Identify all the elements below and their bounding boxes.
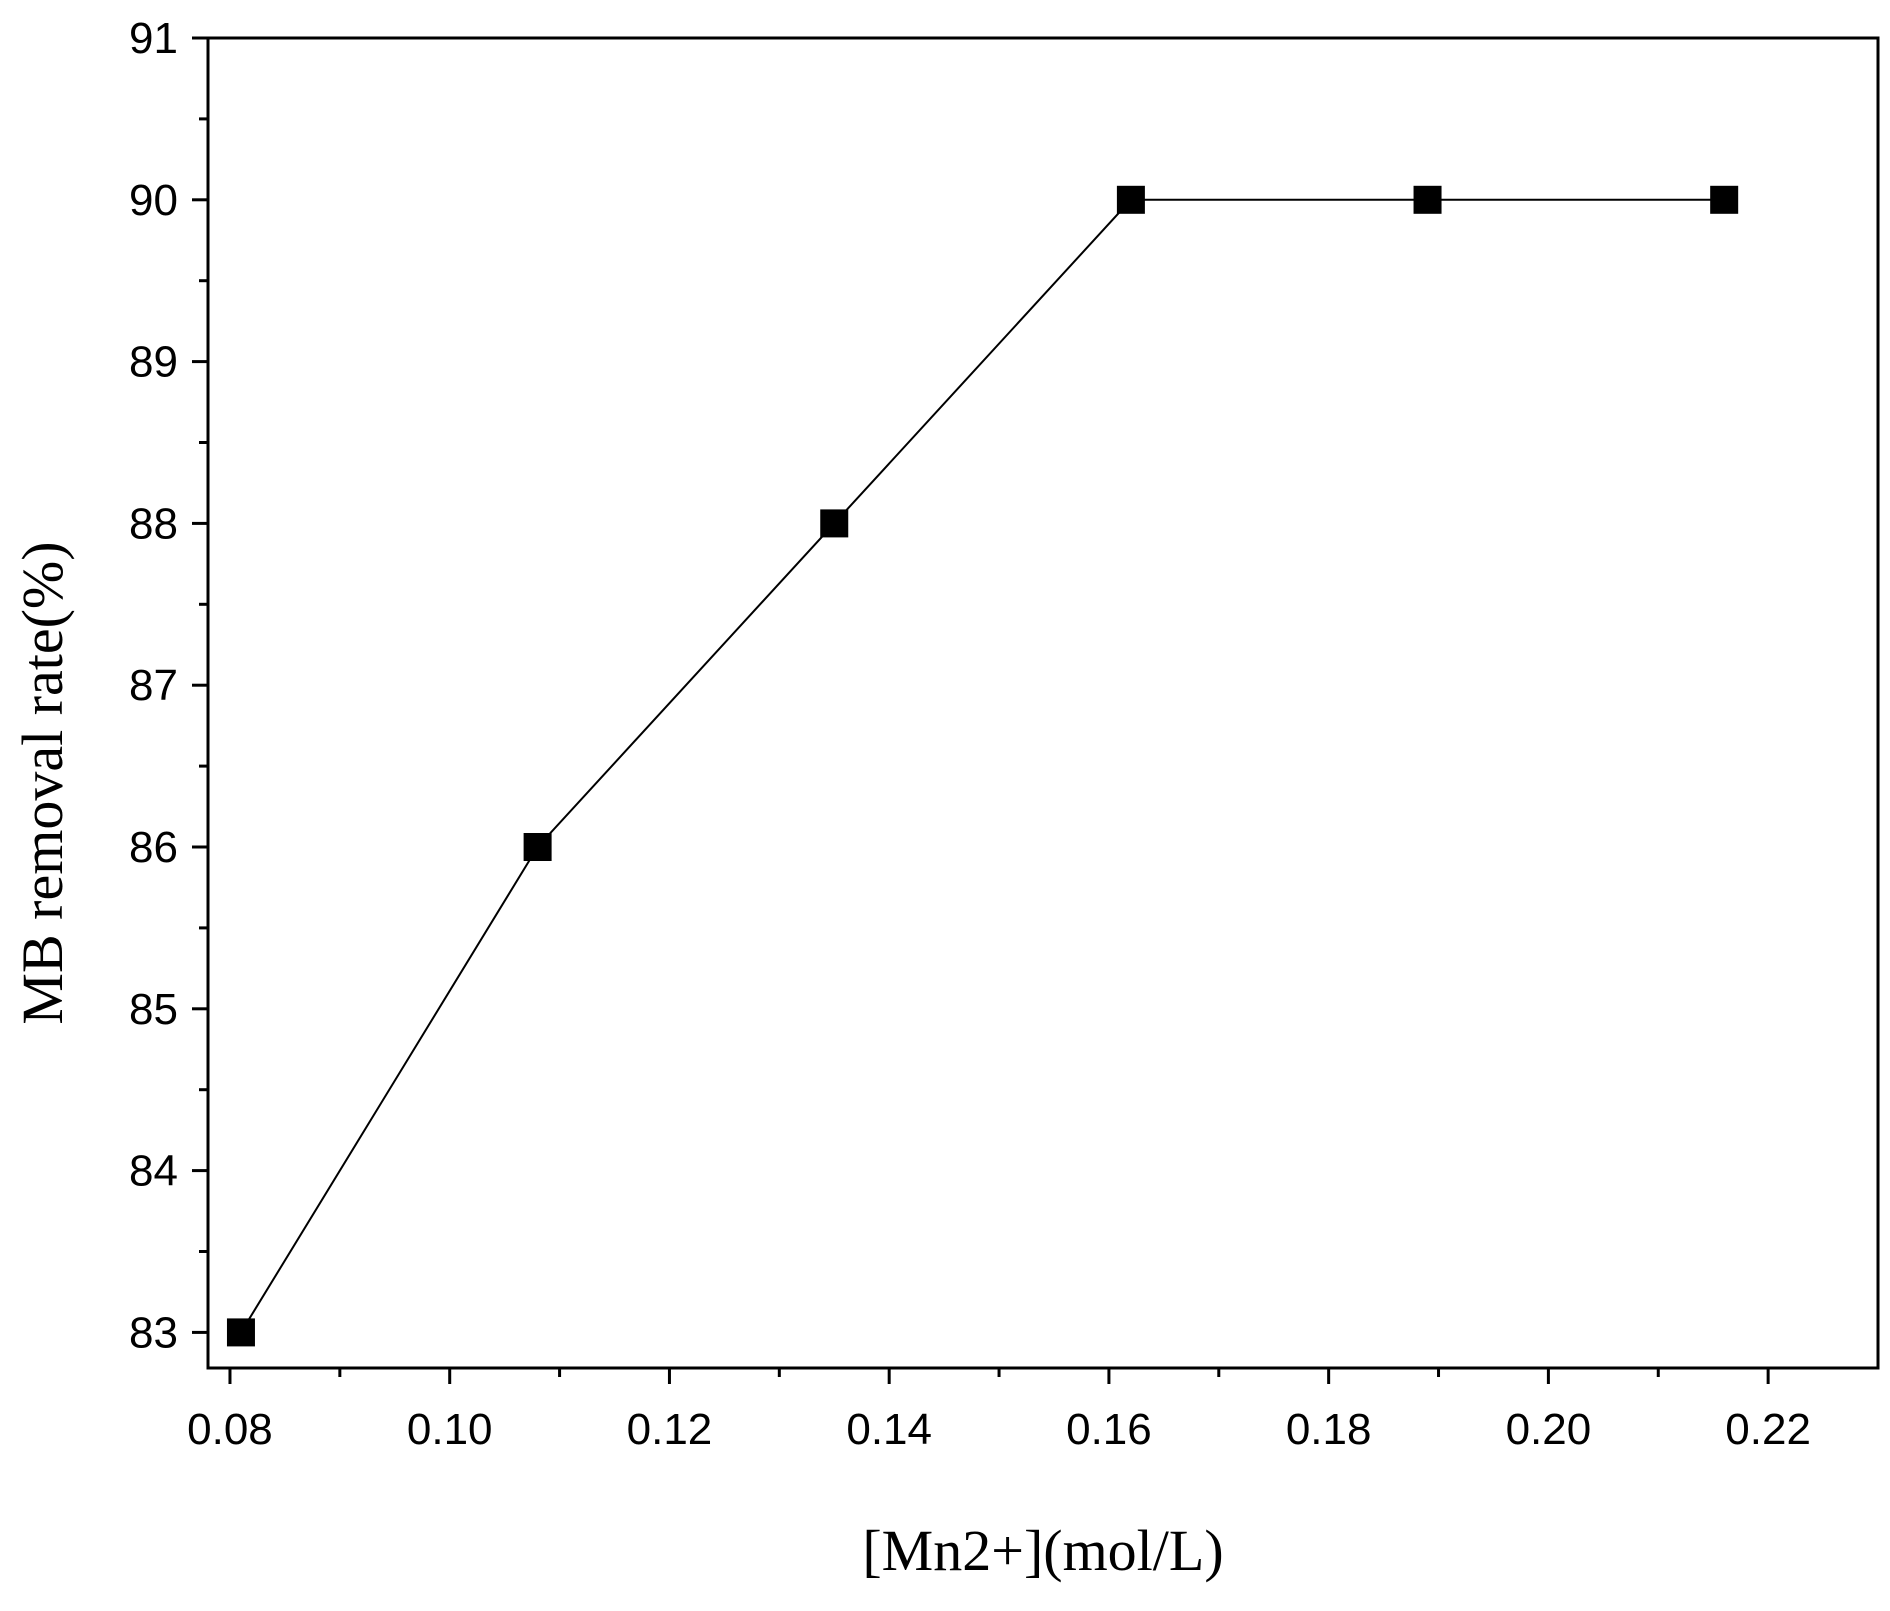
data-point-marker bbox=[1710, 185, 1739, 214]
y-tick-label: 83 bbox=[129, 1308, 178, 1357]
data-point-marker bbox=[1413, 185, 1442, 214]
data-point-marker bbox=[1116, 185, 1145, 214]
x-tick-label: 0.16 bbox=[1066, 1405, 1152, 1454]
x-tick-label: 0.08 bbox=[187, 1405, 273, 1454]
axes: 0.08 0.10 0.12 0.14 0.16 0.18 0.20 0.22 83 84 85 86… bbox=[129, 14, 1880, 1454]
x-tick-label: 0.20 bbox=[1506, 1405, 1592, 1454]
y-tick-label: 87 bbox=[129, 661, 178, 710]
x-tick-label: 0.22 bbox=[1725, 1405, 1811, 1454]
y-axis-title: MB removal rate(%) bbox=[10, 541, 75, 1024]
x-axis-title: [Mn2+](mol/L) bbox=[862, 1518, 1223, 1583]
x-tick-label: 0.10 bbox=[407, 1405, 493, 1454]
y-tick-label: 90 bbox=[129, 176, 178, 225]
x-tick-label: 0.12 bbox=[627, 1405, 713, 1454]
y-tick-label: 89 bbox=[129, 338, 178, 387]
y-tick-label: 85 bbox=[129, 985, 178, 1034]
y-tick-label: 86 bbox=[129, 823, 178, 872]
series-layer bbox=[226, 185, 1739, 1347]
y-tick-label: 84 bbox=[129, 1147, 178, 1196]
x-tick-label: 0.14 bbox=[846, 1405, 932, 1454]
data-point-marker bbox=[820, 509, 849, 538]
series-line bbox=[240, 198, 1725, 1333]
x-tick-label: 0.18 bbox=[1286, 1405, 1372, 1454]
y-tick-label: 88 bbox=[129, 499, 178, 548]
data-point-marker bbox=[226, 1318, 255, 1347]
y-tick-label: 91 bbox=[129, 14, 178, 63]
plot-frame bbox=[206, 36, 1880, 1370]
data-point-marker bbox=[523, 833, 552, 862]
